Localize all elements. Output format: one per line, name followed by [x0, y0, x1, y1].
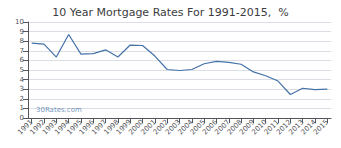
svg-text:10 Year Mortgage Rates For 199: 10 Year Mortgage Rates For 1991-2015, %: [52, 6, 288, 19]
svg-text:3: 3: [20, 85, 24, 93]
svg-text:2003: 2003: [164, 118, 183, 137]
svg-text:1: 1: [20, 104, 24, 112]
svg-text:2012: 2012: [275, 118, 294, 137]
svg-text:1999: 1999: [114, 118, 134, 137]
svg-text:1996: 1996: [77, 118, 97, 137]
svg-text:1992: 1992: [28, 118, 47, 137]
svg-text:2000: 2000: [127, 118, 146, 137]
svg-text:6: 6: [20, 56, 25, 64]
svg-text:0: 0: [20, 114, 24, 122]
svg-text:4: 4: [20, 76, 25, 84]
svg-text:30Rates.com: 30Rates.com: [36, 106, 82, 114]
svg-text:1998: 1998: [102, 118, 121, 137]
svg-text:2004: 2004: [176, 118, 195, 137]
svg-text:5: 5: [20, 66, 24, 74]
svg-text:2011: 2011: [262, 118, 281, 137]
svg-text:1991: 1991: [16, 118, 35, 137]
svg-text:1993: 1993: [40, 118, 60, 137]
svg-text:2007: 2007: [213, 118, 232, 137]
svg-text:2005: 2005: [188, 118, 207, 137]
svg-text:2002: 2002: [151, 118, 170, 137]
svg-text:2010: 2010: [250, 118, 269, 137]
svg-text:10: 10: [15, 18, 24, 26]
svg-text:2013: 2013: [287, 118, 306, 137]
svg-text:2009: 2009: [238, 118, 257, 137]
svg-text:2015: 2015: [312, 118, 330, 136]
svg-text:1995: 1995: [65, 118, 84, 137]
svg-text:2: 2: [20, 95, 24, 103]
svg-text:7: 7: [20, 47, 24, 55]
svg-text:1994: 1994: [53, 118, 72, 137]
svg-text:2006: 2006: [201, 118, 220, 137]
svg-text:2008: 2008: [225, 118, 244, 137]
svg-text:2014: 2014: [299, 118, 318, 137]
svg-text:9: 9: [20, 28, 24, 36]
svg-text:1997: 1997: [90, 118, 109, 137]
svg-text:2001: 2001: [139, 118, 158, 137]
svg-text:8: 8: [20, 37, 24, 45]
